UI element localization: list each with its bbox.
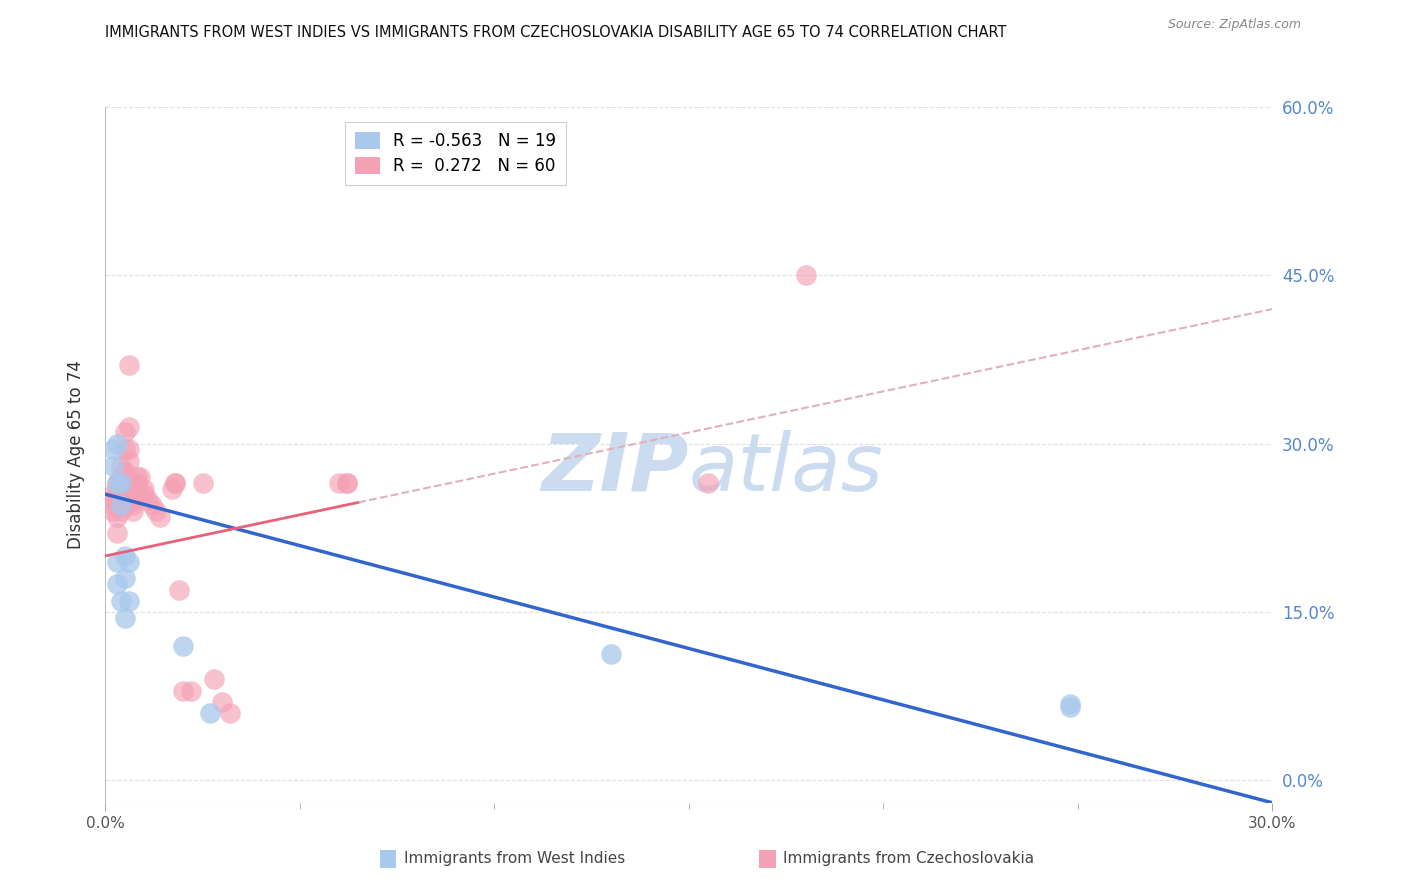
Point xyxy=(105,475,128,490)
Point xyxy=(697,475,720,490)
Point xyxy=(118,442,141,457)
Point xyxy=(110,475,132,490)
Point xyxy=(105,577,128,591)
Text: Source: ZipAtlas.com: Source: ZipAtlas.com xyxy=(1167,18,1301,31)
Point xyxy=(336,475,359,490)
Point xyxy=(118,594,141,608)
Point xyxy=(114,492,136,507)
Point xyxy=(180,683,202,698)
Point xyxy=(121,475,143,490)
Point xyxy=(105,526,128,541)
Point xyxy=(103,487,125,501)
Point xyxy=(1059,700,1081,714)
Point xyxy=(105,475,128,490)
Point xyxy=(336,475,359,490)
Point xyxy=(103,504,125,518)
Point xyxy=(149,509,172,524)
Point xyxy=(103,442,125,457)
Point xyxy=(114,549,136,563)
Point xyxy=(211,695,233,709)
Point xyxy=(172,639,194,653)
Text: Immigrants from Czechoslovakia: Immigrants from Czechoslovakia xyxy=(783,852,1035,866)
Point xyxy=(105,555,128,569)
Text: ZIP: ZIP xyxy=(541,430,689,508)
Point xyxy=(172,683,194,698)
Point xyxy=(114,610,136,624)
Point xyxy=(141,499,163,513)
Point xyxy=(121,504,143,518)
Point xyxy=(600,647,623,661)
Point xyxy=(125,475,148,490)
Legend: R = -0.563   N = 19, R =  0.272   N = 60: R = -0.563 N = 19, R = 0.272 N = 60 xyxy=(344,122,567,186)
Text: atlas: atlas xyxy=(689,430,884,508)
Point xyxy=(114,571,136,585)
Point xyxy=(110,594,132,608)
Point xyxy=(134,487,156,501)
Point xyxy=(103,492,125,507)
Point xyxy=(110,499,132,513)
Point xyxy=(114,425,136,440)
Point xyxy=(103,499,125,513)
Point xyxy=(105,492,128,507)
Point xyxy=(134,482,156,496)
Point xyxy=(118,420,141,434)
Point xyxy=(200,706,222,720)
Point xyxy=(105,482,128,496)
Point xyxy=(125,470,148,484)
Point xyxy=(1059,697,1081,711)
Point xyxy=(165,475,187,490)
Point xyxy=(202,673,225,687)
Point xyxy=(121,499,143,513)
Point xyxy=(191,475,214,490)
Point xyxy=(121,487,143,501)
Point xyxy=(114,465,136,479)
Point xyxy=(129,470,152,484)
Point xyxy=(121,492,143,507)
Y-axis label: Disability Age 65 to 74: Disability Age 65 to 74 xyxy=(66,360,84,549)
Point xyxy=(110,487,132,501)
Point xyxy=(110,499,132,513)
Text: IMMIGRANTS FROM WEST INDIES VS IMMIGRANTS FROM CZECHOSLOVAKIA DISABILITY AGE 65 : IMMIGRANTS FROM WEST INDIES VS IMMIGRANT… xyxy=(105,25,1007,40)
Point xyxy=(105,436,128,450)
Point xyxy=(103,459,125,474)
Point xyxy=(136,492,159,507)
Point xyxy=(165,475,187,490)
Point xyxy=(114,487,136,501)
Point xyxy=(110,459,132,474)
Point xyxy=(129,487,152,501)
Point xyxy=(145,504,167,518)
Point xyxy=(169,582,191,597)
Point xyxy=(794,268,817,283)
Point xyxy=(125,487,148,501)
Point xyxy=(110,475,132,490)
Point xyxy=(105,499,128,513)
Point xyxy=(110,504,132,518)
Point xyxy=(118,555,141,569)
Point xyxy=(105,509,128,524)
Point xyxy=(114,442,136,457)
Point xyxy=(114,499,136,513)
Point xyxy=(110,470,132,484)
Point xyxy=(114,475,136,490)
Point xyxy=(328,475,350,490)
Point xyxy=(125,482,148,496)
Point xyxy=(121,482,143,496)
Point xyxy=(219,706,242,720)
Point xyxy=(118,358,141,372)
Point xyxy=(118,453,141,467)
Text: Immigrants from West Indies: Immigrants from West Indies xyxy=(404,852,624,866)
Point xyxy=(160,482,183,496)
